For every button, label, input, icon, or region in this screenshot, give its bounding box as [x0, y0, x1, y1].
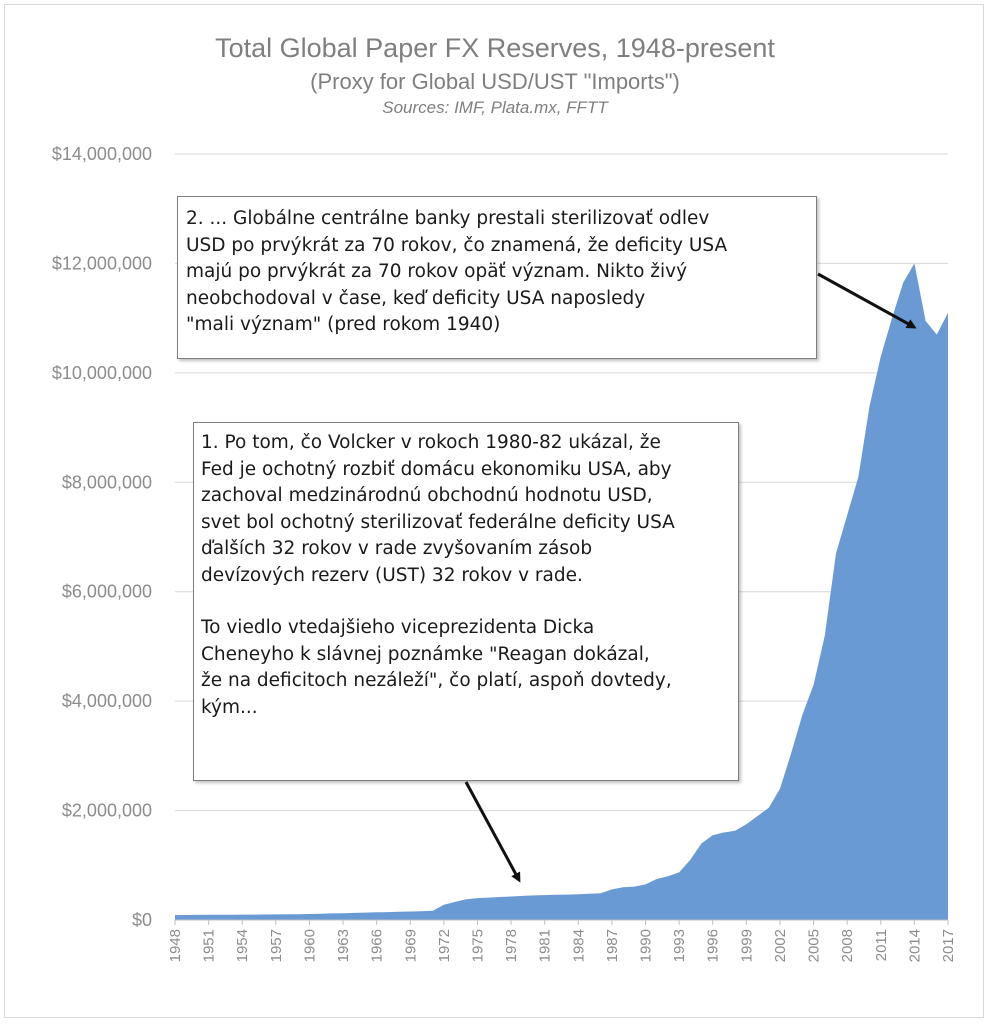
x-tick-label: 1999	[738, 929, 755, 962]
x-tick-label: 2017	[940, 929, 957, 962]
y-tick-label: $6,000,000	[62, 582, 152, 602]
annotation-1-text: 1. Po tom, čo Volcker v rokoch 1980-82 u…	[201, 432, 675, 586]
arrow-1	[464, 781, 521, 883]
x-tick-label: 2011	[873, 929, 890, 961]
y-tick-label: $4,000,000	[62, 691, 152, 711]
y-tick-label: $10,000,000	[52, 363, 152, 383]
y-tick-label: $2,000,000	[62, 801, 152, 821]
x-tick-label: 1987	[604, 929, 621, 962]
x-tick-label: 1948	[167, 929, 184, 962]
annotation-1-text-2: To viedlo vtedajšieho viceprezidenta Dic…	[201, 617, 672, 718]
x-tick-label: 1954	[234, 929, 251, 962]
y-tick-label: $8,000,000	[62, 472, 152, 492]
chart-subtitle: (Proxy for Global USD/UST "Imports")	[310, 69, 680, 94]
x-tick-label: 1993	[671, 929, 688, 962]
x-tick-label: 1978	[503, 929, 520, 962]
annotation-2-text: 2. ... Globálne centrálne banky prestali…	[186, 208, 728, 335]
chart-sources: Sources: IMF, Plata.mx, FFTT	[382, 98, 609, 117]
x-tick-label: 2014	[906, 929, 923, 962]
x-tick-label: 2005	[806, 929, 823, 962]
x-tick-label: 1975	[469, 929, 486, 962]
x-tick-label: 2002	[772, 929, 789, 962]
x-tick-label: 1972	[436, 929, 453, 962]
x-tick-label: 1990	[638, 929, 655, 962]
x-tick-label: 1957	[268, 929, 285, 962]
x-tick-label: 1969	[402, 929, 419, 962]
arrow-2	[817, 272, 917, 329]
x-tick-label: 1981	[537, 929, 554, 962]
x-tick-label: 1984	[570, 929, 587, 962]
y-tick-label: $12,000,000	[52, 253, 152, 273]
chart-title: Total Global Paper FX Reserves, 1948-pre…	[215, 33, 775, 63]
x-tick-label: 1960	[301, 929, 318, 962]
reserves-area	[175, 263, 948, 920]
x-tick-label: 1951	[201, 929, 218, 962]
y-tick-label: $0	[132, 910, 152, 930]
y-tick-label: $14,000,000	[52, 144, 152, 164]
annotation-box-2: 2. ... Globálne centrálne banky prestali…	[177, 196, 817, 359]
annotation-box-1: 1. Po tom, čo Volcker v rokoch 1980-82 u…	[193, 422, 739, 781]
x-tick-label: 1996	[705, 929, 722, 962]
x-tick-label: 1963	[335, 929, 352, 962]
x-tick-label: 1966	[369, 929, 386, 962]
x-tick-label: 2008	[839, 929, 856, 962]
